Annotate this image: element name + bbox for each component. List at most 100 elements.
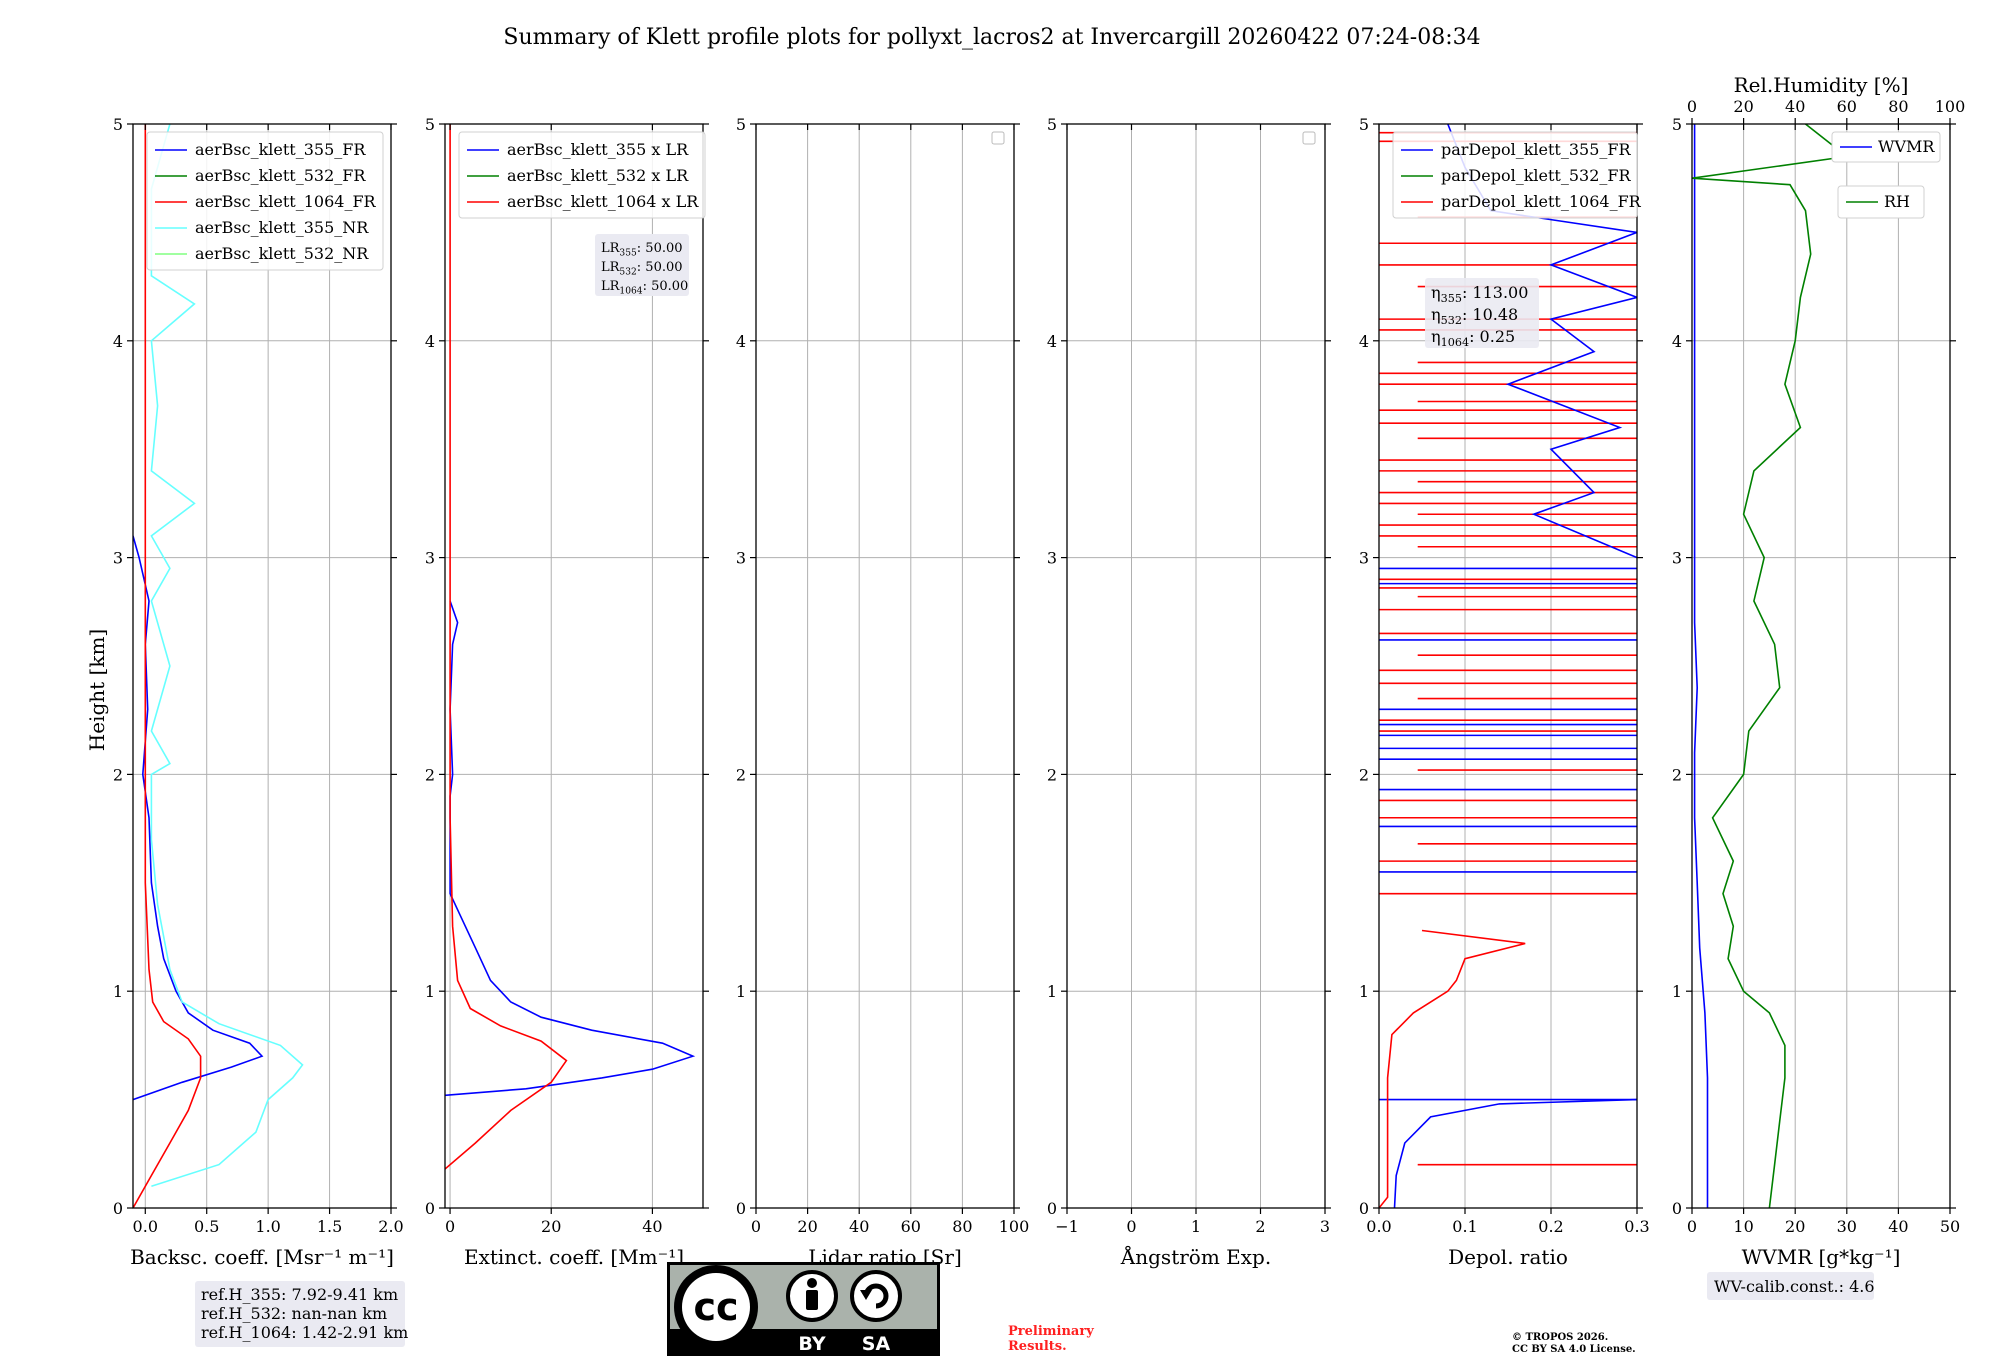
xtick-label-2: 1.0	[255, 1217, 280, 1236]
series-aerBsc_klett_1064_FR	[133, 124, 202, 1208]
xtick-label-2: 20	[1785, 1217, 1805, 1236]
ytick-label-5: 5	[1672, 115, 1682, 134]
legend: parDepol_klett_355_FR parDepol_klett_532_…	[1392, 131, 1642, 219]
series-group	[1692, 124, 1849, 1208]
legend-label-4: aerBsc_klett_532_NR	[195, 244, 369, 263]
xtick-label-1: 0	[1126, 1217, 1136, 1236]
by-icon-head	[807, 1278, 817, 1288]
copyright-line-1: © TROPOS 2026.	[1512, 1332, 1608, 1343]
panel-wv: 0 10 20 30 40 50 0 1 2 3 4 5 WVMR [g*kg⁻¹] 0 20 40 60 80 1…	[1672, 73, 1965, 1300]
ytick-label-0: 0	[1672, 1199, 1682, 1218]
ytick-label-0: 0	[425, 1199, 435, 1218]
ytick-label-0: 0	[1047, 1199, 1057, 1218]
ytick-label-1: 1	[1672, 982, 1682, 1001]
legend: aerBsc_klett_355 x LR aerBsc_klett_532 x …	[458, 131, 706, 219]
panel-ext: 0 20 40 0 1 2 3 4 5 Extinct. coeff. [Mm⁻¹] aerBsc_…	[425, 115, 709, 1269]
ytick-label-2: 2	[1672, 765, 1682, 784]
panel-bsc: 0.0 0.5 1.0 1.5 2.0 0 1 2 3 4 5 Backsc. coeff. [Msr…	[113, 115, 404, 1269]
preliminary-line-2: Results.	[1008, 1339, 1067, 1354]
legend-rh-box	[1837, 185, 1925, 219]
preliminary-line-1: Preliminary	[1008, 1324, 1094, 1339]
xtick-label-1: 20	[541, 1217, 561, 1236]
xtick-label-2: 0.2	[1538, 1217, 1563, 1236]
lr-annotation-2: LR1064: 50.00	[601, 279, 688, 296]
ytick-label-0: 0	[113, 1199, 123, 1218]
figure-title: Summary of Klett profile plots for polly…	[503, 25, 1480, 50]
xtick-label-2: 40	[642, 1217, 662, 1236]
ytick-label-2: 2	[1047, 765, 1057, 784]
sa-icon	[850, 1270, 902, 1322]
cc-badge-circle-inner	[682, 1273, 750, 1341]
cc-badge-letters: cc	[693, 1285, 738, 1329]
xtick-label-2: 1	[1191, 1217, 1201, 1236]
xtick-label-3: 60	[901, 1217, 921, 1236]
ytick-label-1: 1	[736, 982, 746, 1001]
legend-label-0: parDepol_klett_355_FR	[1441, 140, 1632, 159]
ytick-label-2: 2	[736, 765, 746, 784]
xtick-label-3: 0.3	[1624, 1217, 1649, 1236]
legend-box	[1392, 131, 1638, 219]
x2tick-label-5: 100	[1935, 97, 1966, 116]
series-WVMR	[1693, 124, 1709, 1208]
x2tick-label-3: 60	[1837, 97, 1857, 116]
xtick-label-5: 50	[1940, 1217, 1960, 1236]
copyright-line-2: CC BY SA 4.0 License.	[1512, 1344, 1636, 1355]
series-aerBsc_klett_355_NR	[150, 124, 304, 1188]
legend-label-2: parDepol_klett_1064_FR	[1441, 192, 1642, 211]
ytick-label-4: 4	[736, 332, 746, 351]
legend: aerBsc_klett_355_FR aerBsc_klett_532_FRae…	[146, 131, 384, 271]
xtick-label-4: 2.0	[378, 1217, 403, 1236]
ytick-label-1: 1	[1047, 982, 1057, 1001]
axes-frame	[1691, 123, 1951, 1209]
lr-annotation-1: LR532: 50.00	[601, 260, 683, 277]
xtick-label-1: 0.1	[1452, 1217, 1477, 1236]
by-icon-body	[806, 1290, 818, 1310]
x2tick-label-4: 80	[1888, 97, 1908, 116]
panels: 0.0 0.5 1.0 1.5 2.0 0 1 2 3 4 5 Backsc. coeff. [Msr…	[113, 73, 1965, 1300]
legend-label-1: parDepol_klett_532_FR	[1441, 166, 1632, 185]
xtick-label-3: 1.5	[317, 1217, 342, 1236]
cc-badge-sa: SA	[862, 1333, 891, 1355]
legend-label-2: aerBsc_klett_1064 x LR	[507, 192, 699, 211]
legend-label-0: aerBsc_klett_355_FR	[195, 140, 366, 159]
xtick-label-0: 0	[1687, 1217, 1697, 1236]
reference-height-box-bg	[195, 1281, 405, 1347]
ytick-label-4: 4	[1047, 332, 1057, 351]
xtick-label-3: 30	[1837, 1217, 1857, 1236]
ytick-label-1: 1	[113, 982, 123, 1001]
empty-legend	[1302, 131, 1316, 145]
xtick-label-3: 2	[1255, 1217, 1265, 1236]
ytick-label-5: 5	[1359, 115, 1369, 134]
eta-annotation-bg	[1425, 278, 1539, 348]
legend-label-1: aerBsc_klett_532_FR	[195, 166, 366, 185]
refbox-line-532: ref.H_532: nan-nan km	[201, 1304, 387, 1323]
ytick-label-3: 3	[1047, 549, 1057, 568]
wv-calib-annotation: WV-calib.const.: 4.6	[1707, 1272, 1875, 1300]
legend-rh-label: RH	[1884, 192, 1910, 211]
xtick-label-4: 80	[952, 1217, 972, 1236]
x2-axis-label: Rel.Humidity [%]	[1734, 73, 1909, 97]
cc-license-badge: cc BY SA	[667, 1262, 940, 1356]
x-axis-label: WVMR [g*kg⁻¹]	[1742, 1245, 1901, 1269]
eta-annotation-2: η1064: 0.25	[1431, 327, 1515, 349]
legend-label-0: aerBsc_klett_355 x LR	[507, 140, 689, 159]
ytick-label-2: 2	[1359, 765, 1369, 784]
xtick-label-0: 0.0	[133, 1217, 158, 1236]
series-group	[445, 124, 696, 1170]
panel-dep: 0.0 0.1 0.2 0.3 0 1 2 3 4 5 Depol. ratio parDepol_k…	[1359, 115, 1650, 1269]
ytick-label-3: 3	[1672, 549, 1682, 568]
ytick-label-4: 4	[1359, 332, 1369, 351]
ytick-label-2: 2	[113, 765, 123, 784]
lr-annotation-bg	[595, 234, 689, 296]
ytick-label-1: 1	[1359, 982, 1369, 1001]
lr-annotation-0: LR355: 50.00	[601, 241, 683, 258]
x-axis-label: Depol. ratio	[1448, 1245, 1568, 1269]
ytick-label-3: 3	[113, 549, 123, 568]
ytick-label-5: 5	[736, 115, 746, 134]
legend-box	[458, 131, 706, 219]
legend-rh: RH	[1837, 185, 1925, 219]
x-axis-label: Extinct. coeff. [Mm⁻¹]	[464, 1245, 684, 1269]
